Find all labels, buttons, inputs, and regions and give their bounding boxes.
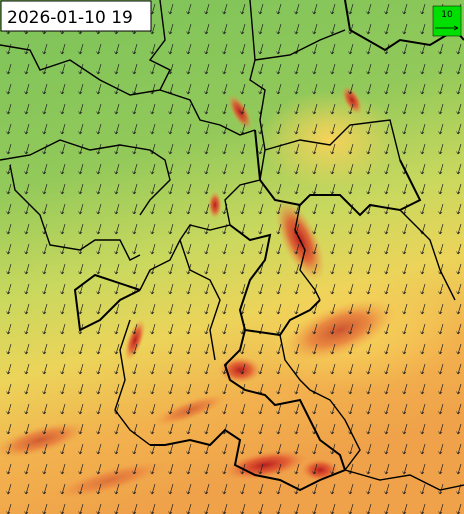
- legend-arrow: [435, 25, 459, 31]
- legend-label: 10: [441, 10, 453, 20]
- legend-box: [432, 5, 462, 37]
- region-borders: [0, 0, 464, 492]
- timestamp: 2026-01-10 19: [7, 8, 133, 28]
- timestamp-box: [0, 0, 152, 32]
